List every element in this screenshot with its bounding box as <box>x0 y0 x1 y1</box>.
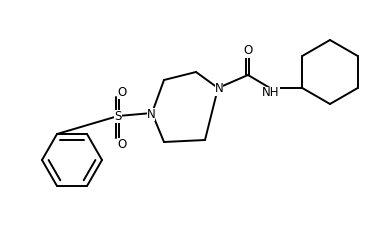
Text: O: O <box>244 44 252 57</box>
Text: N: N <box>147 107 155 120</box>
Text: O: O <box>117 137 127 150</box>
Text: S: S <box>114 109 122 123</box>
Text: O: O <box>117 85 127 98</box>
Text: N: N <box>215 82 223 95</box>
Text: NH: NH <box>262 87 280 99</box>
